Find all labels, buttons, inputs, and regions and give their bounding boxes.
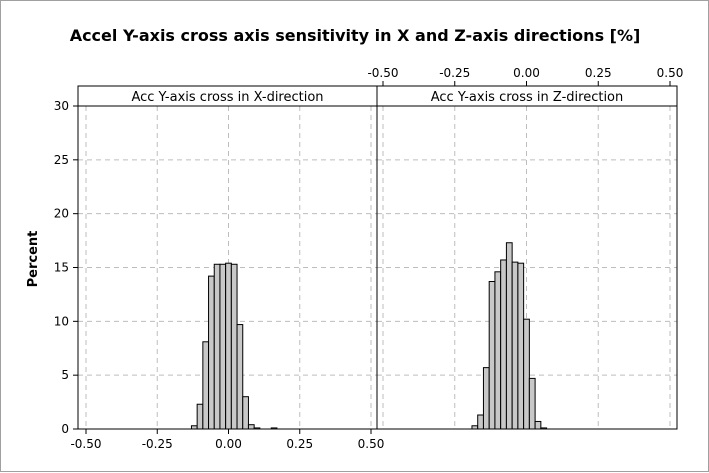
y-tick-label: 20 <box>54 207 69 221</box>
histogram-bar <box>505 242 513 430</box>
x-tick-label: -0.50 <box>70 437 101 451</box>
histogram-bar <box>500 259 507 430</box>
histogram-bar <box>219 263 227 430</box>
histogram-bar <box>202 341 210 430</box>
y-tick-label: 30 <box>54 99 69 113</box>
histogram-bar <box>225 262 232 430</box>
x-tick-label: 0.00 <box>513 66 540 80</box>
histogram-bar <box>236 324 244 430</box>
panel-2: Acc Y-axis cross in Z-direction -0.50 -0.2… <box>367 66 684 430</box>
y-tick-label: 5 <box>61 368 69 382</box>
histogram-bar <box>477 414 484 430</box>
histogram-bar <box>517 262 525 430</box>
x-tick-label: 0.00 <box>215 437 242 451</box>
panel-strip-label: Acc Y-axis cross in X-direction <box>131 90 323 105</box>
histogram-bar <box>247 424 255 430</box>
histogram-bar <box>523 318 530 430</box>
y-tick-label: 10 <box>54 314 69 328</box>
y-tick-label: 25 <box>54 153 69 167</box>
histogram-bar <box>230 263 238 430</box>
histogram-bar <box>488 280 496 430</box>
x-tick-label: 0.50 <box>657 66 684 80</box>
histogram-bar <box>213 263 221 430</box>
histogram-bar <box>482 367 490 430</box>
histogram-bar <box>534 420 542 430</box>
y-axis-label: Percent <box>26 231 41 288</box>
histogram-bar <box>242 396 249 430</box>
x-tick-label: -0.50 <box>367 66 398 80</box>
x-tick-label: -0.25 <box>439 66 470 80</box>
x-tick-label: 0.50 <box>358 437 385 451</box>
x-tick-label: -0.25 <box>142 437 173 451</box>
y-tick-label: 0 <box>61 422 69 436</box>
histogram-bar <box>528 377 536 430</box>
y-tick-label: 15 <box>54 261 69 275</box>
panel-1: Acc Y-axis cross in X-direction -0.50 -0.2… <box>70 85 385 451</box>
histogram-bar <box>511 261 519 430</box>
histogram-bar <box>208 275 215 430</box>
x-tick-label: 0.25 <box>286 437 313 451</box>
chart-title: Accel Y-axis cross axis sensitivity in X… <box>70 26 641 45</box>
histogram-bar <box>196 403 204 430</box>
x-tick-label: 0.25 <box>585 66 612 80</box>
histogram-bar <box>494 271 502 430</box>
panel-strip-label: Acc Y-axis cross in Z-direction <box>431 90 624 105</box>
